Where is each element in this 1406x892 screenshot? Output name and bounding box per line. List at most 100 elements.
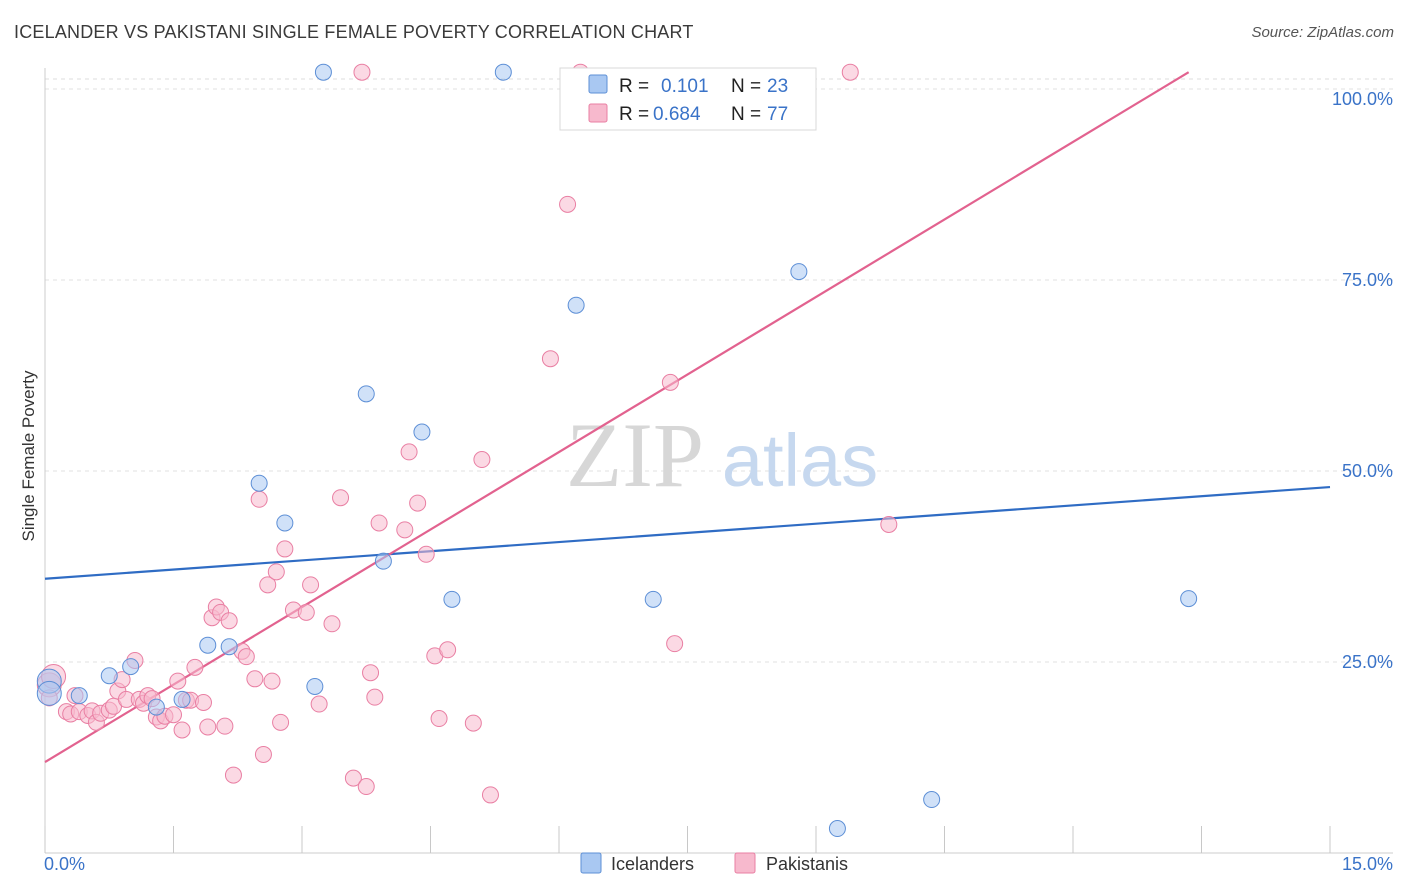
point-pakistanis-44 [263, 672, 281, 690]
legend-n-value-1: 23 [767, 76, 788, 97]
point-pakistanis-31 [199, 718, 217, 736]
point-pakistanis-25 [169, 672, 187, 690]
point-pakistanis-56 [362, 664, 380, 682]
point-pakistanis-54 [344, 769, 362, 787]
point-icelanders-8 [220, 638, 238, 656]
point-pakistanis-53 [332, 489, 350, 507]
point-icelanders-5 [147, 698, 165, 716]
point-icelanders-21 [1180, 590, 1198, 608]
point-pakistanis-41 [250, 490, 268, 508]
trend-line-pakistanis [44, 71, 1190, 764]
y-tick-label-25: 25.0% [1342, 652, 1393, 672]
watermark-atlas: atlas [722, 419, 878, 502]
point-pakistanis-57 [366, 688, 384, 706]
source-label: Source: ZipAtlas.com [1251, 24, 1394, 41]
legend-r-value-1: 0.101 [661, 76, 709, 97]
point-icelanders-11 [306, 677, 324, 695]
watermark-zip: ZIP [566, 404, 704, 506]
point-pakistanis-45 [267, 563, 285, 581]
bottom-legend-swatch-pakistanis [734, 852, 756, 874]
legend-swatch-icelanders [588, 74, 608, 94]
point-pakistanis-74 [353, 63, 371, 81]
point-pakistanis-52 [323, 615, 341, 633]
point-icelanders-7 [199, 636, 217, 654]
legend-swatch-pakistanis [588, 103, 608, 123]
point-icelanders-14 [413, 423, 431, 441]
point-pakistanis-24 [165, 706, 182, 724]
point-pakistanis-37 [224, 766, 242, 784]
point-icelanders-4 [122, 658, 140, 676]
point-pakistanis-69 [541, 350, 559, 368]
point-icelanders-10 [276, 514, 294, 532]
point-pakistanis-39 [237, 648, 255, 666]
point-icelanders-17 [644, 590, 662, 608]
point-pakistanis-58 [370, 514, 388, 532]
grid-lines [45, 78, 1393, 663]
point-icelanders-2 [70, 687, 88, 705]
legend-r-label-1: R = [619, 76, 649, 97]
legend-top: R = 0.101 N = 23 R = 0.684 N = 77 [559, 67, 817, 131]
bottom-legend-label-icelanders: Icelanders [611, 854, 694, 874]
point-icelanders-13 [374, 552, 392, 570]
point-pakistanis-43 [259, 576, 277, 594]
trend-line-icelanders [44, 485, 1331, 580]
point-icelanders-15 [443, 590, 461, 608]
point-pakistanis-76 [841, 63, 859, 81]
point-pakistanis-66 [464, 714, 482, 732]
point-pakistanis-67 [473, 451, 491, 469]
point-pakistanis-42 [254, 745, 272, 763]
point-pakistanis-59 [396, 521, 414, 539]
point-icelanders-22 [314, 63, 332, 81]
point-pakistanis-62 [417, 545, 435, 563]
point-icelanders-9 [250, 474, 268, 492]
y-tick-label-50: 50.0% [1342, 461, 1393, 481]
point-pakistanis-30 [194, 693, 212, 711]
y-axis-title: Single Female Poverty [19, 370, 38, 542]
bottom-legend-swatch-icelanders [580, 852, 602, 874]
point-icelanders-20 [923, 791, 941, 809]
legend-bottom: Icelanders Pakistanis [580, 852, 848, 874]
point-pakistanis-26 [173, 721, 191, 739]
chart-title: ICELANDER VS PAKISTANI SINGLE FEMALE POV… [14, 22, 694, 42]
point-pakistanis-49 [297, 603, 315, 621]
x-tick-label-max: 15.0% [1342, 854, 1393, 874]
point-icelanders-18 [790, 263, 808, 281]
point-pakistanis-70 [559, 195, 577, 213]
point-pakistanis-71 [661, 373, 679, 391]
point-icelanders-16 [567, 296, 585, 314]
point-pakistanis-55 [357, 778, 375, 796]
point-icelanders-12 [357, 385, 375, 403]
bottom-legend-label-pakistanis: Pakistanis [766, 854, 848, 874]
y-tick-label-75: 75.0% [1342, 270, 1393, 290]
point-pakistanis-65 [439, 641, 457, 659]
axes [44, 68, 1393, 854]
point-pakistanis-50 [302, 576, 320, 594]
point-icelanders-23 [494, 63, 512, 81]
legend-n-value-2: 77 [767, 104, 788, 125]
point-pakistanis-72 [666, 635, 684, 653]
point-pakistanis-29 [186, 658, 204, 676]
point-pakistanis-60 [400, 443, 418, 461]
legend-r-label-2: R = [619, 104, 649, 125]
legend-r-value-2: 0.684 [653, 104, 701, 125]
data-points [36, 63, 1198, 838]
point-pakistanis-51 [310, 695, 328, 713]
legend-n-label-2: N = [731, 104, 761, 125]
point-pakistanis-46 [272, 713, 290, 731]
point-pakistanis-40 [246, 670, 264, 688]
point-pakistanis-47 [276, 540, 294, 558]
point-pakistanis-68 [481, 786, 499, 804]
legend-n-label-1: N = [731, 76, 761, 97]
point-icelanders-6 [173, 690, 191, 708]
point-icelanders-1 [36, 680, 62, 706]
y-tick-labels: 25.0% 50.0% 75.0% 100.0% [1332, 89, 1393, 672]
point-icelanders-19 [828, 820, 846, 838]
point-pakistanis-36 [220, 612, 238, 630]
point-pakistanis-73 [880, 515, 898, 533]
point-icelanders-3 [100, 667, 118, 685]
y-tick-label-100: 100.0% [1332, 89, 1393, 109]
point-pakistanis-64 [430, 710, 448, 728]
point-pakistanis-35 [216, 717, 234, 735]
x-tick-label-min: 0.0% [44, 854, 85, 874]
